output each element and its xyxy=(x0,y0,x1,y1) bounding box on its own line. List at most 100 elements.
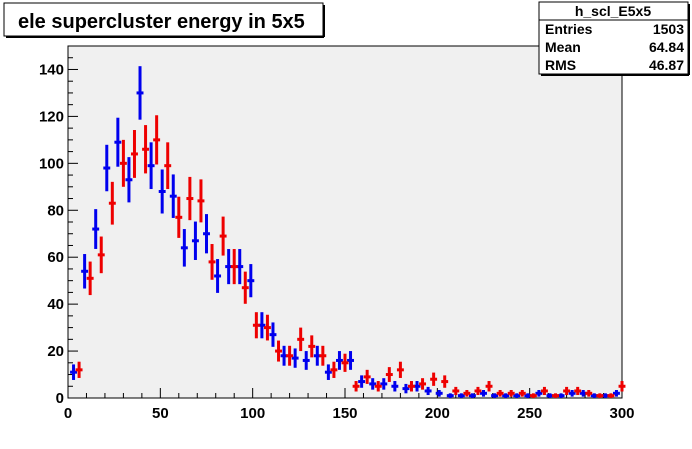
data-point xyxy=(408,381,415,392)
data-point xyxy=(136,66,144,120)
data-point xyxy=(507,389,515,397)
data-point xyxy=(92,209,100,249)
data-point xyxy=(574,386,582,396)
data-point xyxy=(153,115,161,165)
x-tick-label: 150 xyxy=(332,405,357,422)
title-box xyxy=(3,2,324,37)
y-tick-label: 20 xyxy=(47,343,64,360)
data-point xyxy=(513,393,521,398)
data-point xyxy=(563,386,571,396)
data-point xyxy=(275,340,282,362)
data-point xyxy=(158,169,166,214)
stats-entries-label: Entries xyxy=(545,21,593,37)
y-tick-label: 100 xyxy=(39,155,64,172)
y-tick-label: 80 xyxy=(47,202,64,219)
x-tick-label: 300 xyxy=(609,405,634,422)
x-tick-label: 0 xyxy=(64,405,72,422)
stats-mean-label: Mean xyxy=(545,39,581,55)
data-point xyxy=(180,229,188,267)
data-point xyxy=(468,393,476,398)
data-point xyxy=(197,179,205,223)
stats-box: h_scl_E5x5 Entries 1503 Mean 64.84 RMS 4… xyxy=(538,1,690,76)
data-point xyxy=(335,351,343,370)
data-point xyxy=(164,142,172,190)
x-tick-label: 50 xyxy=(152,405,169,422)
data-point xyxy=(214,259,222,293)
data-point xyxy=(385,367,393,382)
data-point xyxy=(585,389,593,397)
data-marks xyxy=(70,66,626,398)
data-point xyxy=(424,386,432,396)
data-point xyxy=(241,271,249,304)
data-point xyxy=(341,353,349,372)
data-point xyxy=(219,216,227,256)
data-point xyxy=(358,375,366,388)
data-point xyxy=(75,361,83,378)
data-point xyxy=(286,345,294,366)
data-point xyxy=(402,383,410,394)
data-point xyxy=(396,361,404,378)
data-point xyxy=(568,389,576,397)
data-point xyxy=(540,386,548,396)
data-point xyxy=(535,389,543,397)
y-tick-label: 60 xyxy=(47,249,64,266)
data-point xyxy=(114,117,122,167)
stats-rms-value: 46.87 xyxy=(649,57,684,73)
data-point xyxy=(147,142,155,190)
data-point xyxy=(480,389,487,397)
data-point xyxy=(607,393,615,398)
data-point xyxy=(457,393,465,398)
data-point xyxy=(142,125,150,174)
data-point xyxy=(291,348,299,368)
data-point xyxy=(302,351,310,370)
data-point xyxy=(297,327,305,352)
stats-box-frame xyxy=(538,1,689,75)
data-point xyxy=(552,393,559,398)
chart-title: ele supercluster energy in 5x5 xyxy=(18,11,305,33)
stats-mean-value: 64.84 xyxy=(649,39,684,55)
data-point xyxy=(435,389,443,397)
x-tick-label: 100 xyxy=(240,405,265,422)
data-point xyxy=(169,174,177,218)
data-point xyxy=(347,351,355,370)
data-point xyxy=(330,361,338,378)
series-1 xyxy=(75,115,626,398)
series-0 xyxy=(70,66,620,398)
data-point xyxy=(208,244,216,280)
x-tick-label: 250 xyxy=(517,405,542,422)
data-point xyxy=(352,381,360,392)
data-point xyxy=(596,393,604,398)
data-point xyxy=(319,345,327,366)
data-point xyxy=(380,378,388,390)
data-point xyxy=(441,375,449,388)
data-point xyxy=(252,312,260,339)
data-point xyxy=(502,393,510,398)
data-point xyxy=(463,389,471,397)
data-point xyxy=(474,386,482,396)
data-point xyxy=(491,393,499,398)
stats-rms-label: RMS xyxy=(545,57,576,73)
data-point xyxy=(308,335,316,358)
data-point xyxy=(518,389,526,397)
data-point xyxy=(103,144,111,192)
data-point xyxy=(97,236,105,274)
data-point xyxy=(247,264,255,298)
data-point xyxy=(618,381,626,392)
data-point xyxy=(263,314,271,341)
data-point xyxy=(452,386,460,396)
data-point xyxy=(496,389,504,397)
data-point xyxy=(81,254,89,289)
data-point xyxy=(374,381,382,392)
data-point xyxy=(419,378,427,390)
plot-frame xyxy=(67,45,623,399)
data-point xyxy=(369,378,377,390)
data-point xyxy=(203,214,210,254)
data-point xyxy=(612,389,620,397)
data-point xyxy=(324,364,332,380)
axes: 0 50 100 150 200 250 300 0 20 40 60 80 100 120 140 xyxy=(39,45,635,422)
y-tick-label: 40 xyxy=(47,296,64,313)
stats-box-name: h_scl_E5x5 xyxy=(575,3,651,19)
data-point xyxy=(446,393,454,398)
